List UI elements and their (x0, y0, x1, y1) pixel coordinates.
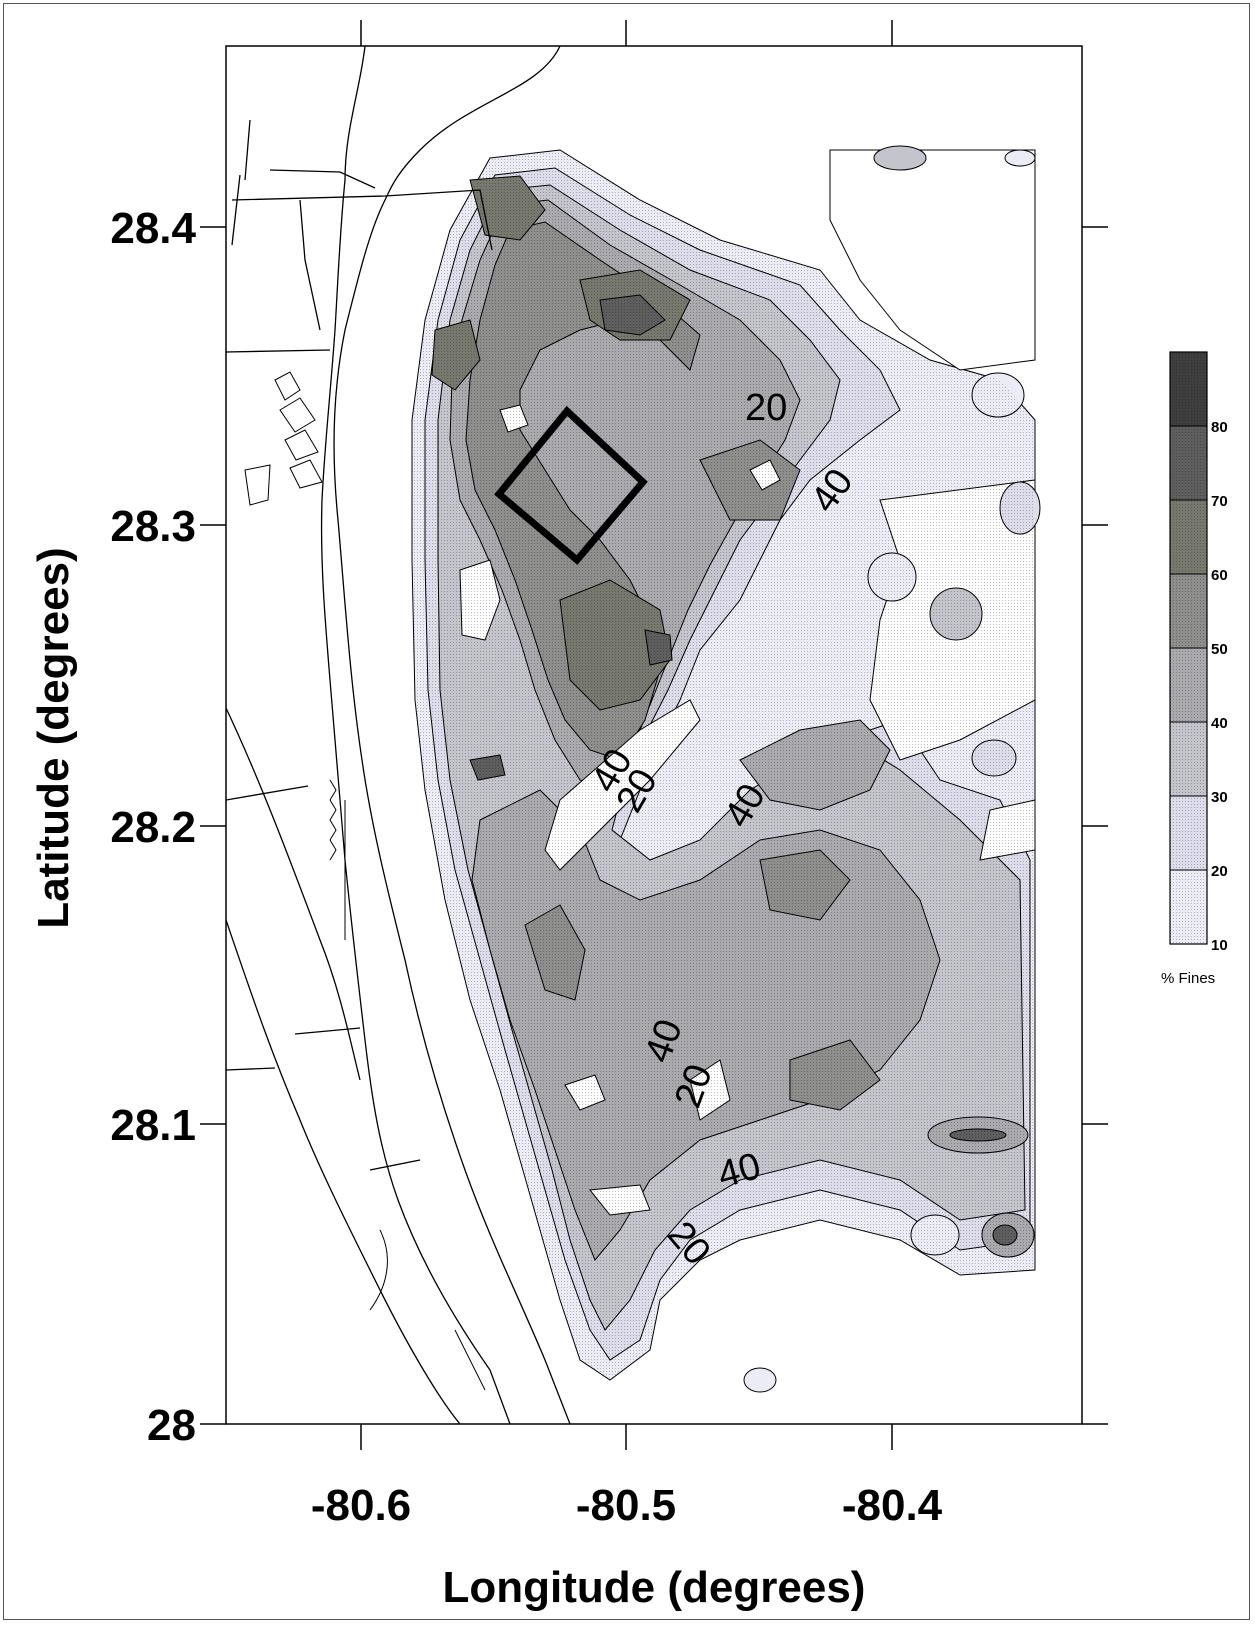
y-tick-label: 28.3 (110, 502, 196, 551)
y-tick-labels: 28.4 28.3 28.2 28.1 28 (110, 204, 196, 1450)
contour-label: 20 (745, 387, 787, 429)
study-area-box (494, 405, 648, 565)
figure-border (3, 3, 1250, 1620)
x-axis-title: Longitude (degrees) (443, 1563, 866, 1612)
legend-tick-label: 50 (1211, 641, 1228, 658)
y-tick-label: 28.1 (110, 1101, 196, 1150)
x-tick-label: -80.6 (311, 1481, 411, 1530)
y-tick-label: 28 (147, 1401, 196, 1450)
x-tick-labels: -80.6 -80.5 -80.4 (311, 1481, 943, 1530)
y-tick-label: 28.4 (110, 204, 196, 253)
y-axis-title: Latitude (degrees) (29, 547, 78, 928)
legend-tick-label: 70 (1211, 493, 1228, 510)
legend-tick-label: 80 (1211, 419, 1228, 436)
legend-tick-label: 60 (1211, 567, 1228, 584)
legend-tick-label: 20 (1211, 863, 1228, 880)
y-tick-label: 28.2 (110, 803, 196, 852)
marsh-features (244, 371, 486, 1391)
x-tick-label: -80.4 (842, 1481, 943, 1530)
axis-ticks (200, 20, 1108, 1450)
coastline (226, 46, 571, 1424)
color-legend: 80 70 60 50 40 30 20 10 % Fines (1161, 351, 1228, 987)
legend-tick-label: 30 (1211, 789, 1228, 806)
legend-tick-label: 40 (1211, 715, 1228, 732)
legend-caption: % Fines (1161, 970, 1215, 987)
contour-map (226, 46, 1041, 1424)
x-tick-label: -80.5 (576, 1481, 676, 1530)
legend-tick-label: 10 (1211, 937, 1228, 954)
contour-texture (412, 150, 1035, 1380)
